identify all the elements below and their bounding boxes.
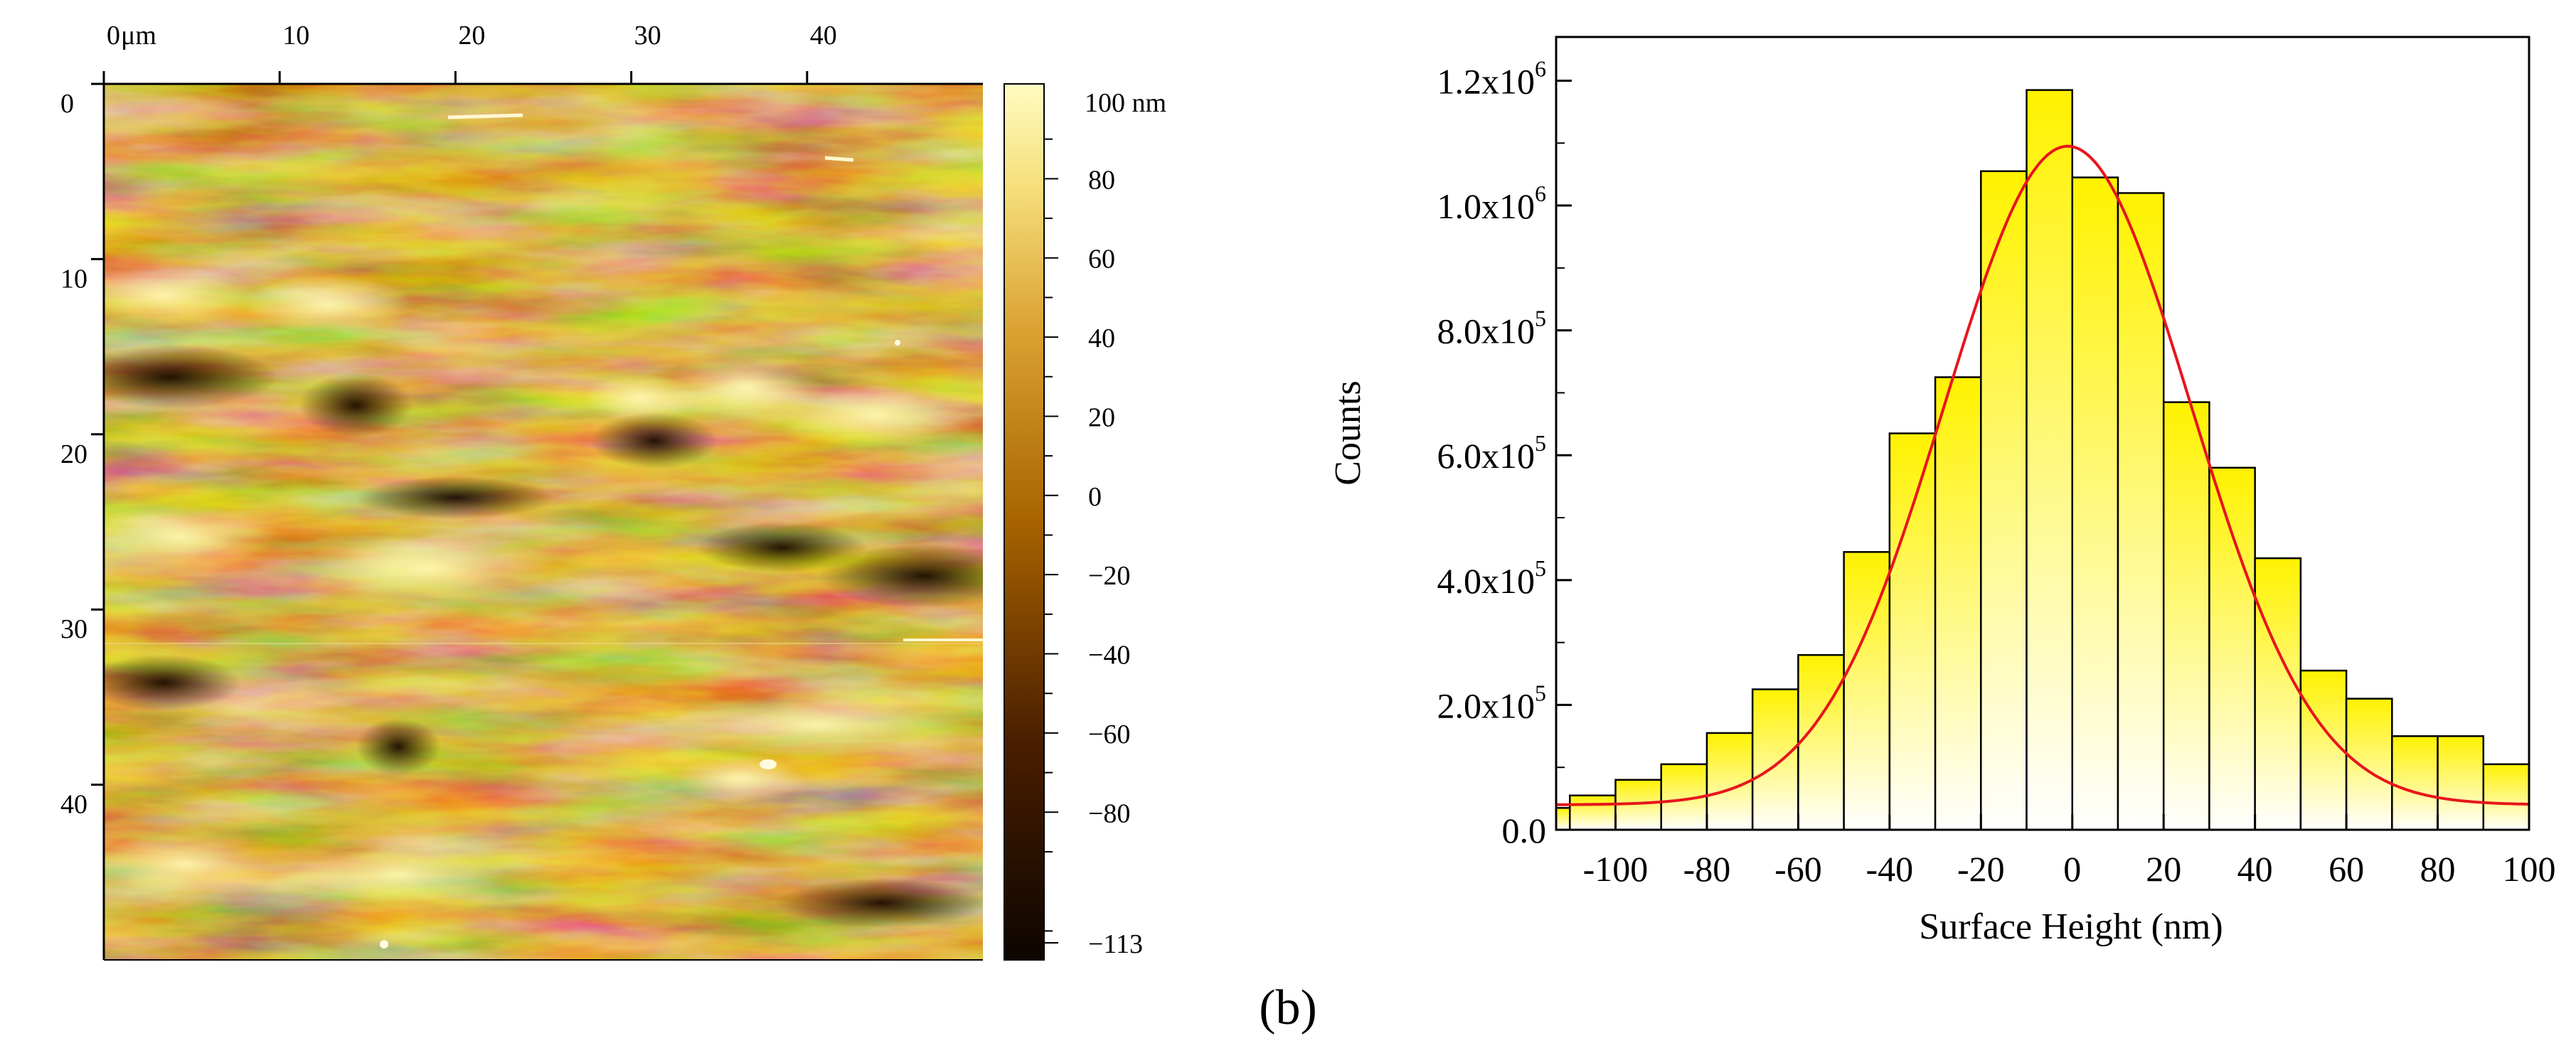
histogram-bar [2254,557,2302,830]
histogram-x-axis: -100 -80 -60 -40 -20 0 20 40 60 80 100 [1569,814,2556,889]
histogram-x-tick-label: 20 [2146,849,2181,889]
histogram-y-axis: 0.0 2.0x105 4.0x105 6.0x105 8.0x105 1.0x106 1.… [1437,55,1572,850]
colorbar-tick-label: −60 [1088,720,1130,749]
afm-y-tick-label: 10 [60,264,87,294]
histogram-x-tick-label: -20 [1957,849,2005,889]
histogram-y-tick-label: 6.0x105 [1437,430,1547,476]
colorbar-tick-label: 40 [1088,324,1115,353]
colorbar-tick-label: 60 [1088,245,1115,274]
colorbar-tick-label: 80 [1088,165,1115,195]
colorbar-tick-label: 0 [1088,482,1102,512]
histogram-x-tick-label: 80 [2420,849,2456,889]
histogram-bar [2117,192,2165,830]
afm-y-tick-label: 40 [60,790,87,820]
histogram-x-tick-label: -80 [1683,849,1731,889]
histogram-bar [1980,170,2028,830]
colorbar-tick-label: −40 [1088,641,1130,671]
histogram-y-tick-label: 2.0x105 [1437,680,1547,725]
histogram-bar [2071,176,2119,830]
histogram-bar [1751,688,1799,830]
histogram-x-tick-label: 100 [2503,849,2556,889]
afm-y-tick-label: 30 [60,614,87,644]
histogram-y-tick-label: 4.0x105 [1437,555,1547,601]
histogram-y-tick-label: 1.2x106 [1437,55,1547,101]
histogram-bar [1934,376,1982,830]
histogram-frame [1555,36,2530,831]
histogram-x-tick-label: 40 [2237,849,2273,889]
panel-label: (b) [1259,981,1317,1035]
histogram-x-label: Surface Height (nm) [1919,907,2223,947]
histogram-y-tick-label: 8.0x105 [1437,306,1547,351]
histogram-bar [2299,669,2348,830]
histogram-bar [1888,432,1937,830]
histogram-x-tick-label: 60 [2328,849,2364,889]
histogram-panel: -100 -80 -60 -40 -20 0 20 40 60 80 100 0.0 2.0x105 4… [1328,36,2556,947]
histogram-bar [2026,89,2073,830]
histogram-bar [1843,551,1891,830]
histogram-y-tick-label: 0.0 [1502,811,1547,850]
histogram-x-tick-label: -60 [1774,849,1822,889]
colorbar: 80 60 40 20 0 −20 −40 −60 −80 −113 100 nm [1004,83,1166,961]
afm-x-tick-label: 20 [458,21,485,50]
afm-image [104,84,983,960]
afm-panel: 0 10 20 30 40 0 10 20 30 40 μm [60,21,983,961]
histogram-bar [2208,466,2256,830]
histogram-bar [1569,794,1617,830]
histogram-bar [1556,807,1571,830]
colorbar-tick-label: −20 [1088,561,1130,591]
colorbar-ticks: 80 60 40 20 0 −20 −40 −60 −80 −113 [1044,138,1143,959]
histogram-bar [1797,653,1845,830]
afm-y-axis: 0 10 20 30 40 [60,82,104,820]
histogram-bar [2345,698,2393,830]
afm-x-unit: μm [121,21,156,50]
histogram-bar [2482,763,2529,830]
histogram-bars [1556,89,2529,830]
gaussian-fit-curve [1556,144,2529,806]
colorbar-scale [1004,83,1045,961]
histogram-y-label: Counts [1328,380,1368,485]
afm-x-axis: 0 10 20 30 40 [102,21,837,84]
colorbar-top-label: 100 nm [1085,88,1166,118]
colorbar-tick-label: −80 [1088,798,1130,828]
afm-y-tick-label: 20 [60,439,87,469]
afm-x-tick-label: 30 [634,21,661,50]
histogram-bar [2437,735,2485,830]
afm-x-tick-label: 40 [810,21,837,50]
colorbar-tick-label: −113 [1088,929,1143,959]
histogram-x-tick-label: -100 [1583,849,1649,889]
colorbar-tick-label: 20 [1088,402,1115,432]
histogram-x-tick-label: 0 [2063,849,2081,889]
histogram-bar [2162,401,2210,830]
afm-x-tick-label: 0 [107,21,120,50]
histogram-bar [1705,732,1754,830]
histogram-bar [2391,735,2439,830]
histogram-x-tick-label: -40 [1866,849,1914,889]
afm-x-tick-label: 10 [282,21,309,50]
afm-y-tick-label: 0 [60,89,74,119]
histogram-y-tick-label: 1.0x106 [1437,181,1547,226]
